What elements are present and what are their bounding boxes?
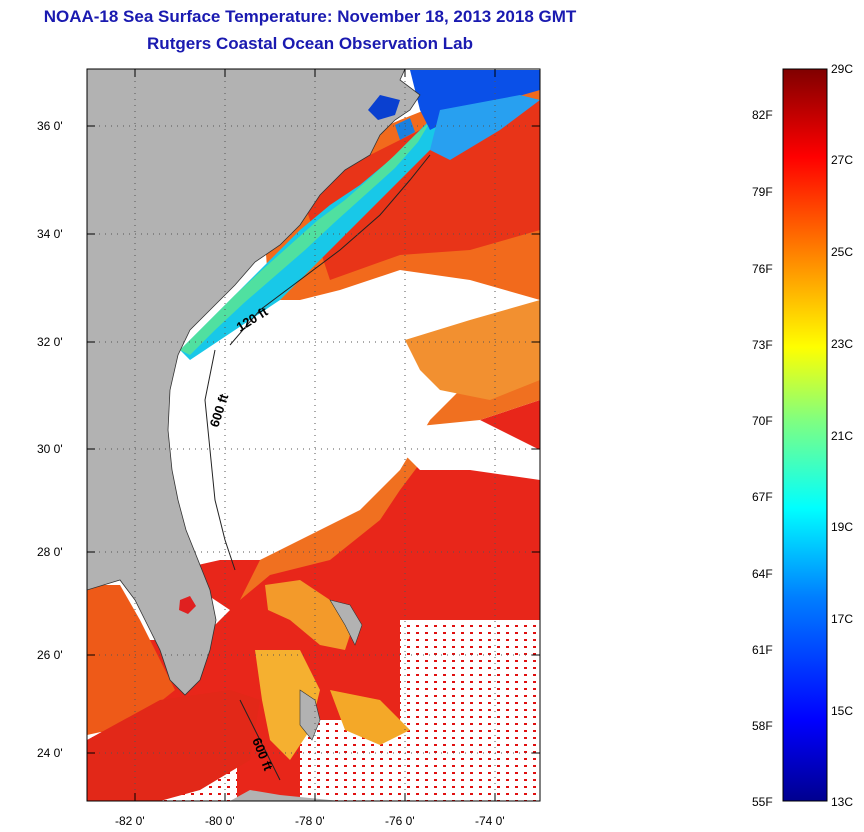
deep-warm-offshore — [300, 100, 540, 280]
map-title: NOAA-18 Sea Surface Temperature: Novembe… — [43, 7, 577, 26]
colorbar-c-label: 15C — [831, 704, 854, 718]
cloud-patch — [380, 420, 540, 480]
map-frame — [86, 68, 541, 802]
colorbar-f-label: 61F — [752, 643, 773, 657]
lat-tick-label: 30 0' — [37, 442, 63, 456]
contour-600ft-line — [204, 349, 236, 571]
lat-tick-label: 36 0' — [37, 119, 63, 133]
lon-tick-label: -80 0' — [205, 814, 235, 828]
bahamas-bank-east — [330, 690, 410, 745]
andros-island — [299, 689, 321, 741]
gulf-water — [87, 585, 175, 735]
colorbar-c-label: 25C — [831, 245, 854, 259]
orange-water-offshore — [405, 300, 540, 400]
colorbar-c-label: 27C — [831, 153, 854, 167]
colorbar-f-label: 76F — [752, 262, 773, 276]
colorbar-f-label: 58F — [752, 719, 773, 733]
gulf-strait-water — [87, 690, 260, 801]
cuba-landmass — [230, 790, 340, 801]
lon-tick-label: -82 0' — [115, 814, 145, 828]
colorbar-c-label: 13C — [831, 795, 854, 809]
colorbar-f-label: 64F — [752, 567, 773, 581]
sound-water — [368, 95, 400, 120]
colorbar — [782, 68, 828, 802]
lat-tick-label: 28 0' — [37, 545, 63, 559]
bahamas-bank — [265, 580, 355, 650]
us-landmass — [87, 69, 421, 696]
cool-north-water — [430, 95, 540, 160]
colorbar-c-label: 23C — [831, 337, 854, 351]
colorbar-f-label: 67F — [752, 490, 773, 504]
lat-tick-label: 32 0' — [37, 335, 63, 349]
lon-tick-label: -74 0' — [475, 814, 505, 828]
colorbar-f-label: 73F — [752, 338, 773, 352]
lat-tick-label: 24 0' — [37, 746, 63, 760]
colorbar-c-label: 19C — [831, 520, 854, 534]
map-grid — [87, 69, 540, 801]
colorbar-c-label: 17C — [831, 612, 854, 626]
map-panel — [87, 69, 540, 801]
cloud-patch — [400, 620, 540, 720]
colorbar-c-label: 29C — [831, 62, 854, 76]
map-frame-ticks — [87, 69, 540, 801]
bahamas-island — [329, 599, 363, 646]
map-subtitle: Rutgers Coastal Ocean Observation Lab — [147, 34, 473, 53]
colorbar-f-label: 82F — [752, 108, 773, 122]
great-bahama-bank — [255, 650, 320, 760]
cool-shelf-band — [180, 122, 430, 355]
colorbar-f-label: 70F — [752, 414, 773, 428]
lon-tick-label: -76 0' — [385, 814, 415, 828]
colorbar-f-label: 79F — [752, 185, 773, 199]
colorbar-f-label: 55F — [752, 795, 773, 809]
colorbar-c-label: 21C — [831, 429, 854, 443]
contour-600ft-line-south — [239, 699, 281, 781]
contour-120ft-line — [229, 154, 431, 346]
lon-tick-label: -78 0' — [295, 814, 325, 828]
lat-tick-label: 34 0' — [37, 227, 63, 241]
lake-okeechobee — [179, 596, 196, 614]
lat-tick-label: 26 0' — [37, 648, 63, 662]
cloud-patch — [300, 720, 540, 801]
